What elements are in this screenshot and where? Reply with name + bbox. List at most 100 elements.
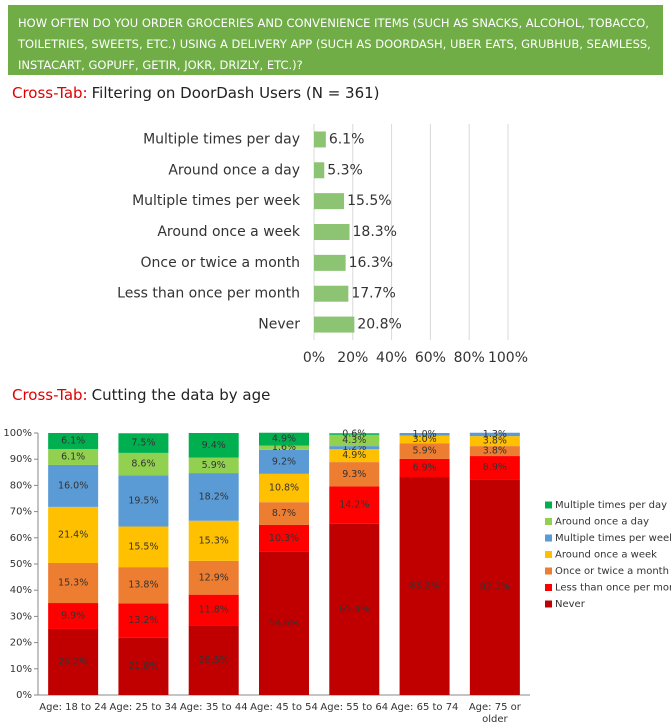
y-tick-label: 0% (16, 690, 32, 701)
legend-label: Around once a week (555, 550, 657, 561)
bar (314, 254, 346, 271)
value-label: 54.6% (269, 618, 299, 629)
value-label: 4.3% (342, 435, 366, 446)
bar-segment (118, 452, 169, 476)
bar-segment (188, 433, 239, 458)
bar-segment (118, 567, 169, 604)
bar-segment (399, 477, 450, 695)
bar-segment (188, 625, 239, 695)
legend-label: Less than once per month (555, 583, 671, 594)
title-prefix: Cross-Tab: (12, 386, 88, 404)
chart-title: Cross-Tab: Filtering on DoorDash Users (N… (12, 84, 380, 102)
value-label: 17.7% (351, 286, 395, 302)
bar-segment (118, 603, 169, 638)
value-label: 6.1% (61, 451, 85, 462)
value-label: 65.4% (339, 604, 369, 615)
value-label: 11.8% (199, 605, 229, 616)
value-label: 5.9% (202, 460, 226, 471)
legend-label: Multiple times per week (555, 533, 671, 544)
bar-segment (188, 560, 239, 595)
title-text: Filtering on DoorDash Users (N = 361) (92, 84, 380, 102)
value-label: 21.8% (128, 661, 158, 672)
value-label: 9.9% (61, 611, 85, 622)
bar (314, 193, 345, 210)
bar-segment (48, 464, 99, 507)
bar-segment (259, 445, 309, 450)
legend-swatch (545, 551, 552, 558)
value-label: 8.7% (272, 508, 296, 519)
bar-segment (188, 457, 239, 474)
question-banner: HOW OFTEN DO YOU ORDER GROCERIES AND CON… (8, 5, 663, 75)
bar-segment (259, 551, 309, 695)
bar-segment (469, 446, 520, 457)
value-label: 16.0% (58, 480, 88, 491)
value-label: 18.3% (353, 224, 397, 240)
y-tick-label: 50% (10, 559, 32, 570)
bar-segment (469, 432, 520, 437)
bar-segment (399, 433, 450, 436)
value-label: 15.5% (128, 541, 158, 552)
value-label: 9.2% (272, 456, 296, 467)
bar-segment (118, 637, 169, 695)
value-label: 0.6% (342, 429, 366, 440)
value-label: 10.8% (269, 483, 299, 494)
bar-segment (48, 562, 99, 604)
bar-segment (188, 473, 239, 521)
category-label: Multiple times per day (143, 131, 300, 147)
y-tick-label: 30% (10, 611, 32, 622)
x-tick-label: 20% (337, 350, 368, 366)
y-tick-label: 100% (3, 428, 32, 439)
bar-segment (259, 524, 309, 552)
bar-segment (329, 486, 380, 524)
bar (314, 316, 355, 333)
value-label: 3.8% (483, 446, 507, 457)
y-tick-label: 90% (10, 454, 32, 465)
value-label: 83.2% (409, 581, 439, 592)
bar-segment (48, 506, 99, 563)
legend-label: Once or twice a month (555, 566, 669, 577)
y-tick-label: 20% (10, 638, 32, 649)
bar-segment (469, 479, 520, 695)
bar (314, 162, 325, 179)
value-label: 13.8% (128, 580, 158, 591)
legend-swatch (545, 518, 552, 525)
value-label: 5.9% (413, 446, 437, 457)
x-tick-label: 100% (488, 350, 528, 366)
bar-segment (48, 603, 99, 629)
value-label: 4.9% (272, 434, 296, 445)
bar (314, 224, 350, 240)
title-text: Cutting the data by age (92, 386, 271, 404)
value-label: 15.5% (347, 193, 391, 209)
value-label: 25.2% (58, 656, 88, 667)
value-label: 1.3% (483, 429, 507, 440)
category-label: Age: 45 to 54 (250, 702, 318, 713)
y-tick-label: 10% (10, 664, 32, 675)
category-label: Age: 25 to 34 (109, 702, 178, 713)
value-label: 5.3% (327, 162, 363, 178)
x-tick-label: 0% (303, 350, 325, 366)
value-label: 19.5% (128, 495, 158, 506)
legend-swatch (545, 534, 552, 542)
value-label: 10.3% (269, 533, 299, 544)
bar-segment (329, 446, 380, 450)
value-label: 21.4% (58, 529, 88, 540)
y-tick-label: 60% (10, 533, 32, 544)
bar-segment (399, 443, 450, 459)
bar-segment (329, 449, 380, 463)
value-label: 4.9% (342, 450, 366, 461)
category-label: Around once a day (168, 162, 300, 178)
legend-swatch (545, 600, 552, 608)
bar-segment (118, 433, 169, 453)
bar-segment (329, 433, 380, 435)
legend-label: Around once a day (555, 517, 649, 528)
value-label: 15.3% (58, 577, 88, 588)
value-label: 8.9% (483, 462, 507, 473)
bar-segment (399, 435, 450, 444)
category-label: Age: 65 to 74 (390, 702, 459, 713)
y-tick-label: 70% (10, 507, 32, 518)
category-label: Multiple times per week (132, 193, 301, 209)
category-label: Around once a week (157, 224, 301, 240)
legend-label: Multiple times per day (555, 500, 667, 511)
bar-segment (329, 523, 380, 695)
